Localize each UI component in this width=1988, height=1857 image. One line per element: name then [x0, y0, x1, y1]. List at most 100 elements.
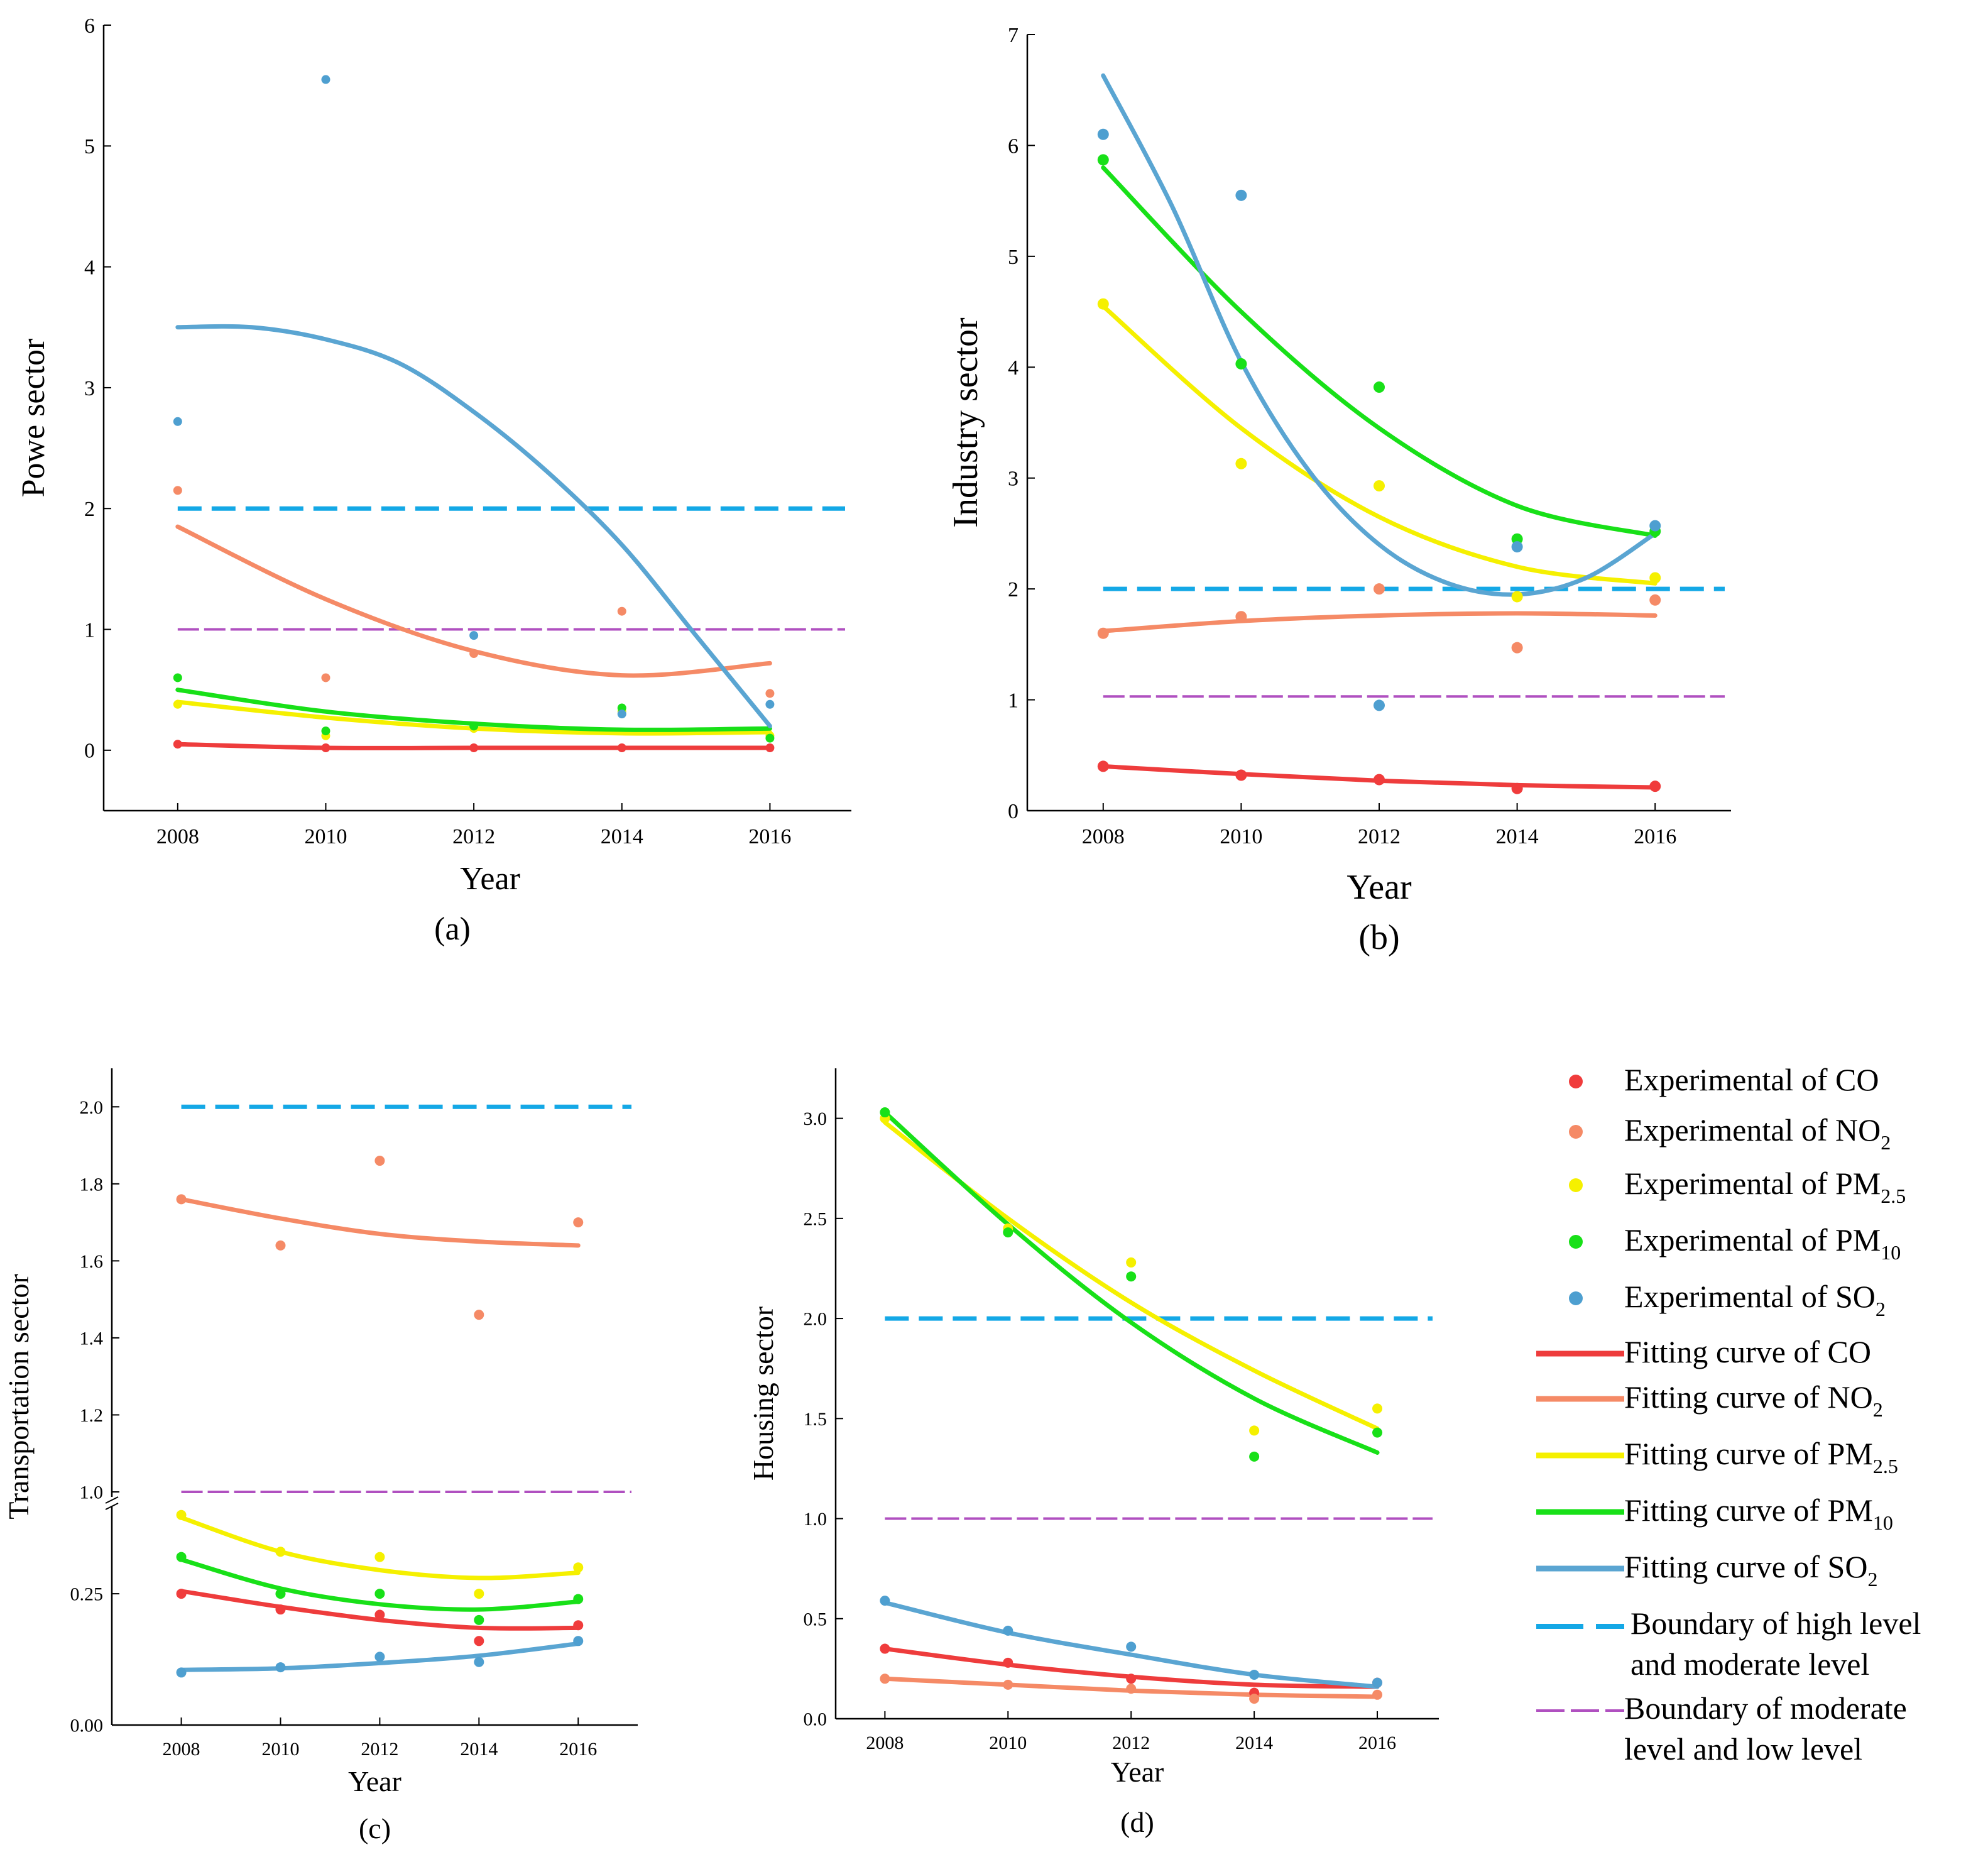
data-point-pm10 [1003, 1227, 1013, 1238]
data-point-no2 [176, 1194, 187, 1205]
data-point-co [880, 1643, 890, 1654]
legend-label-experimental-pm25: Experimental of PM2.5 [1624, 1166, 1906, 1207]
x-tick-label: 2012 [1112, 1733, 1150, 1753]
data-point-no2 [374, 1156, 385, 1166]
data-point-pm25 [1372, 1403, 1383, 1414]
x-axis-label: Year [1111, 1756, 1164, 1788]
y-axis-label: Housing sector [747, 1306, 779, 1481]
x-tick-label: 2014 [1235, 1733, 1273, 1753]
data-point-pm25 [1649, 572, 1661, 584]
y-tick-label: 2.5 [804, 1208, 827, 1229]
data-point-pm10 [1372, 1427, 1383, 1438]
x-tick-label: 2010 [989, 1733, 1027, 1753]
data-point-no2 [1097, 627, 1109, 639]
x-tick-label: 2008 [866, 1733, 904, 1753]
data-point-so2 [765, 699, 775, 709]
data-point-so2 [1249, 1669, 1260, 1680]
data-point-so2 [173, 417, 182, 426]
data-point-co [765, 743, 775, 752]
data-point-pm10 [275, 1589, 286, 1599]
fit-curve-co [179, 1589, 581, 1631]
x-tick-label: 2008 [163, 1739, 200, 1760]
data-point-co [176, 1589, 187, 1599]
data-point-pm10 [321, 726, 330, 736]
legend-marker-experimental-pm25 [1569, 1178, 1583, 1192]
legend-label-experimental-no2: Experimental of NO2 [1624, 1112, 1891, 1154]
y-tick-label: 0.25 [70, 1584, 104, 1605]
data-point-pm10 [880, 1107, 890, 1118]
y-tick-label: 3 [84, 377, 95, 400]
y-tick-label: 0.00 [70, 1716, 104, 1736]
data-point-co [1374, 774, 1385, 786]
x-tick-label: 2016 [1358, 1733, 1396, 1753]
data-point-pm10 [1235, 358, 1247, 370]
data-point-pm10 [474, 1614, 484, 1625]
data-point-pm25 [474, 1589, 484, 1599]
data-point-co [1511, 782, 1523, 794]
y-tick-label: 1 [84, 618, 95, 642]
data-point-pm10 [374, 1589, 385, 1599]
data-point-no2 [1235, 611, 1247, 623]
legend-label-experimental-so2: Experimental of SO2 [1624, 1279, 1886, 1320]
data-point-no2 [173, 486, 182, 495]
fit-curve-pm10 [179, 1557, 581, 1612]
y-tick-label: 3 [1008, 468, 1019, 491]
data-point-co [469, 743, 479, 752]
y-tick-label: 7 [1008, 24, 1019, 47]
x-tick-label: 2010 [261, 1739, 299, 1760]
fit-curve-pm25 [179, 1515, 581, 1580]
fit-curve-no2 [1101, 611, 1658, 633]
y-tick-label: 6 [1008, 134, 1019, 158]
fit-curve-so2 [179, 1641, 581, 1672]
data-point-no2 [321, 673, 330, 682]
panel-label: (b) [1358, 918, 1399, 957]
y-tick-label: 0 [1008, 800, 1019, 823]
data-point-pm10 [1249, 1451, 1260, 1462]
y-tick-label: 2.0 [80, 1097, 104, 1118]
data-point-so2 [374, 1652, 385, 1662]
legend-label-fit-no2: Fitting curve of NO2 [1624, 1379, 1883, 1421]
data-point-no2 [1126, 1684, 1137, 1694]
data-point-co [1097, 760, 1109, 772]
fit-curve-so2 [1101, 73, 1658, 597]
y-tick-label: 2 [1008, 578, 1019, 601]
data-point-pm25 [573, 1562, 584, 1573]
x-axis-label: Year [1346, 868, 1412, 907]
data-point-no2 [1374, 583, 1385, 595]
panel-label: (c) [359, 1812, 391, 1844]
data-point-so2 [1511, 541, 1523, 553]
y-tick-label: 0.0 [804, 1709, 827, 1730]
data-point-no2 [880, 1673, 890, 1684]
data-point-pm10 [1374, 381, 1385, 393]
y-tick-label: 6 [84, 14, 95, 38]
y-tick-label: 4 [84, 256, 95, 280]
x-tick-label: 2014 [460, 1739, 498, 1760]
legend-label-fit-co: Fitting curve of CO [1624, 1334, 1871, 1369]
data-point-pm10 [1126, 1271, 1137, 1282]
panel-b: 0 1 2 3 4 5 6 7 2008 2010 2012 2014 2016 Industry sec… [946, 24, 1731, 957]
fit-curve-pm25 [1101, 304, 1658, 586]
fit-curve-pm10 [1101, 165, 1658, 538]
data-point-no2 [275, 1240, 286, 1251]
data-point-no2 [1249, 1694, 1260, 1704]
data-point-pm25 [173, 699, 182, 709]
legend-marker-experimental-no2 [1569, 1125, 1583, 1139]
panel-label: (d) [1120, 1806, 1154, 1838]
data-point-pm25 [176, 1509, 187, 1520]
y-tick-label: 1.4 [80, 1328, 104, 1349]
legend-label-boundary-high-1: Boundary of high level [1630, 1606, 1921, 1641]
data-point-pm10 [1511, 533, 1523, 545]
data-point-so2 [1126, 1641, 1137, 1652]
x-tick-label: 2016 [1634, 825, 1676, 848]
x-tick-label: 2016 [559, 1739, 597, 1760]
legend-label-boundary-low-1: Boundary of moderate [1624, 1690, 1907, 1726]
fit-curve-so2 [882, 1600, 1380, 1689]
x-tick-label: 2010 [1220, 825, 1262, 848]
y-tick-label: 1.5 [804, 1409, 827, 1430]
data-point-so2 [474, 1657, 484, 1667]
data-point-co [1126, 1673, 1137, 1684]
data-point-no2 [1003, 1679, 1013, 1690]
legend-label-boundary-high-2: and moderate level [1630, 1646, 1869, 1682]
y-tick-label: 2 [84, 498, 95, 521]
data-point-so2 [1374, 699, 1385, 711]
